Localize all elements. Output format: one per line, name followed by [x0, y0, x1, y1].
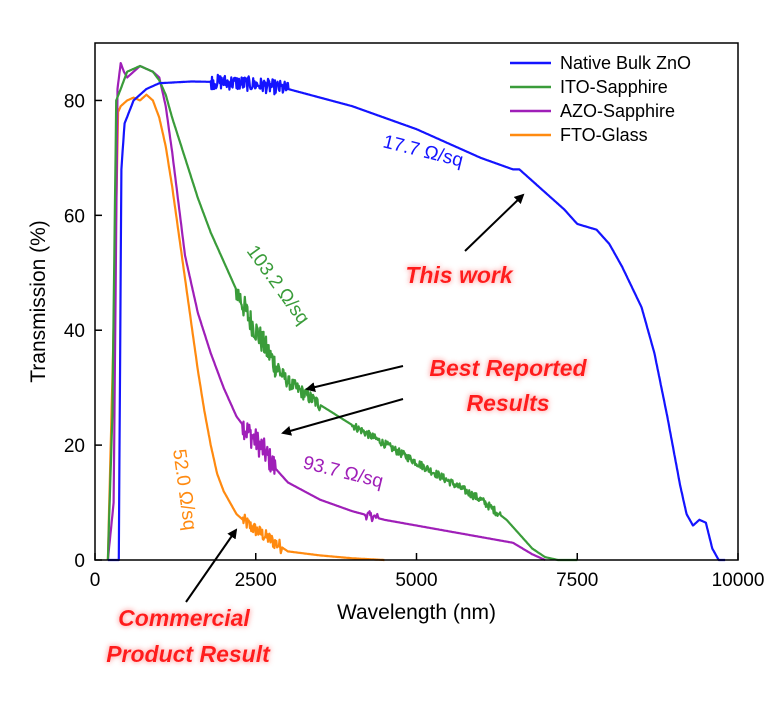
x-tick-label-0: 0	[90, 570, 101, 591]
y-tick-label-40: 40	[64, 321, 85, 342]
annotation-fto-resistance: 52.0 Ω/sq	[168, 448, 200, 532]
arrow-best-azo	[281, 398, 404, 436]
legend-label-native-bulk-zno: Native Bulk ZnO	[560, 53, 691, 73]
x-tick-label-2500: 2500	[235, 570, 277, 591]
callout-best-reported-line1: Best Reported	[429, 355, 587, 381]
arrow-commercial	[185, 528, 238, 603]
callout-best-reported-line2: Results	[466, 390, 549, 416]
callout-commercial-line2: Product Result	[106, 641, 271, 667]
x-tick-label-7500: 7500	[556, 570, 598, 591]
x-tick-label-10000: 10000	[712, 570, 765, 591]
legend: Native Bulk ZnO ITO-Sapphire AZO-Sapphir…	[510, 53, 691, 145]
callout-this-work: This work	[405, 262, 514, 288]
arrow-best-ito	[305, 365, 404, 392]
annotation-ito-resistance: 103.2 Ω/sq	[242, 242, 313, 329]
series-line-azo-sapphire	[106, 62, 546, 561]
series-line-ito-sapphire	[106, 64, 578, 562]
callout-commercial-line1: Commercial	[118, 605, 250, 631]
y-tick-label-80: 80	[64, 91, 85, 112]
x-axis-title: Wavelength (nm)	[337, 601, 496, 624]
x-tick-label-5000: 5000	[395, 570, 437, 591]
y-tick-label-0: 0	[74, 551, 85, 572]
legend-label-fto-glass: FTO-Glass	[560, 125, 648, 145]
y-tick-label-20: 20	[64, 436, 85, 457]
legend-label-ito-sapphire: ITO-Sapphire	[560, 77, 668, 97]
ticks-layer: 0 2500 5000 7500 10000 0 20 40 60 80	[64, 91, 765, 591]
annotation-zno-resistance: 17.7 Ω/sq	[381, 131, 465, 171]
y-axis-title: Transmission (%)	[27, 220, 50, 383]
arrow-this-work	[464, 193, 525, 252]
y-tick-label-60: 60	[64, 206, 85, 227]
series-line-native-bulk-zno	[107, 73, 726, 562]
series-line-fto-glass	[106, 93, 385, 562]
series-layer	[106, 62, 726, 562]
annotation-azo-resistance: 93.7 Ω/sq	[301, 452, 385, 492]
legend-label-azo-sapphire: AZO-Sapphire	[560, 101, 675, 121]
